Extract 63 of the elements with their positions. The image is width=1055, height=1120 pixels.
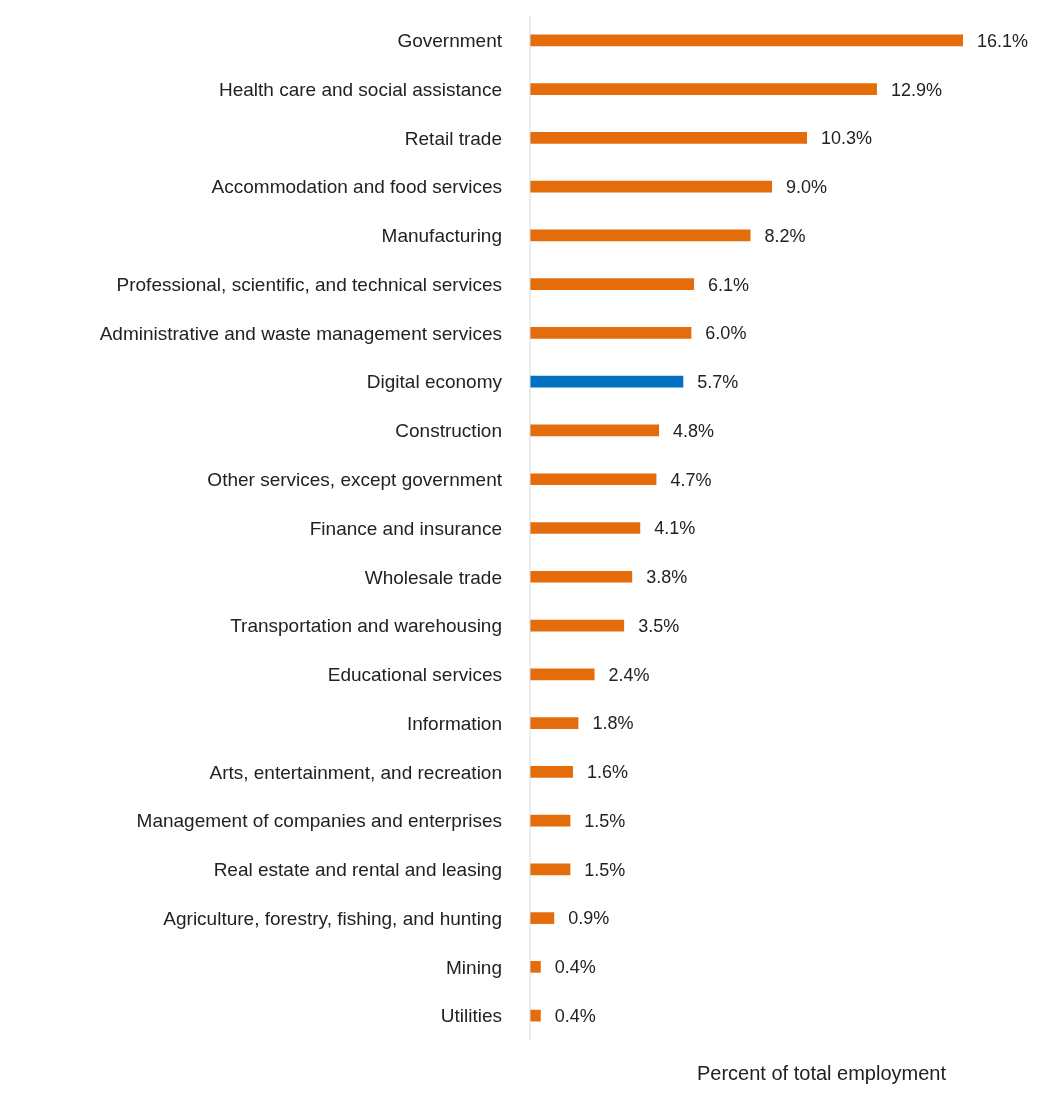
y-tick-label: Real estate and rental and leasing [213,859,502,881]
bar [530,83,877,95]
data-label: 1.5% [584,810,626,831]
data-label: 10.3% [821,128,873,149]
y-tick-label: Other services, except government [207,468,503,490]
y-tick-label: Wholesale trade [364,566,502,588]
data-label: 4.8% [673,420,715,441]
bar [530,814,571,827]
data-label: 4.1% [654,518,696,539]
y-tick-label: Digital economy [366,371,503,393]
data-label: 3.5% [638,615,680,636]
data-label: 16.1% [977,30,1029,51]
y-tick-label: Construction [395,420,502,442]
data-label: 9.0% [786,177,828,198]
bar [530,522,641,534]
y-tick-label: Administrative and waste management services [99,322,502,344]
y-tick-label: Health care and social assistance [218,78,502,100]
bar [530,278,695,291]
x-axis-title: Percent of total employment [696,1062,947,1085]
bar [530,765,574,778]
y-tick-label: Finance and insurance [309,517,502,539]
bar [530,570,633,583]
y-tick-label: Transportation and warehousing [230,615,502,637]
data-label: 1.6% [587,762,629,783]
y-tick-label: Professional, scientific, and technical services [116,273,502,295]
y-tick-label: Agriculture, forestry, fishing, and hunting [163,907,502,929]
bar [530,473,657,486]
data-label: 1.5% [584,859,626,880]
bar [530,424,660,437]
data-label: 3.8% [646,567,688,588]
y-tick-label: Arts, entertainment, and recreation [209,761,502,783]
bar [530,229,751,242]
y-tick-label: Management of companies and enterprises [136,810,502,832]
bar [530,327,692,339]
y-tick-label: Government [397,30,503,52]
y-tick-label: Information [406,712,502,734]
data-label: 6.1% [708,274,750,295]
data-label: 0.9% [568,908,610,929]
bar [530,863,571,876]
y-tick-label: Retail trade [404,127,502,149]
bar [530,961,541,973]
data-label: 4.7% [670,469,712,490]
data-label: 5.7% [697,372,739,393]
bar [530,132,808,144]
y-tick-label: Utilities [440,1005,502,1027]
data-label: 2.4% [608,664,650,685]
bar [530,180,773,193]
bar [530,619,625,632]
bar [530,375,684,388]
bar [530,717,579,729]
data-label: 1.8% [592,713,634,734]
y-tick-label: Mining [446,956,502,978]
bar [530,668,595,681]
bar [530,34,963,47]
data-label: 0.4% [554,957,596,978]
data-label: 0.4% [554,1006,596,1027]
data-label: 6.0% [705,323,747,344]
y-tick-label: Manufacturing [381,225,502,247]
y-tick-label: Accommodation and food services [211,176,502,198]
data-label: 12.9% [890,79,942,100]
y-tick-label: Educational services [327,664,502,686]
data-label: 8.2% [764,225,806,246]
bar [530,912,555,924]
